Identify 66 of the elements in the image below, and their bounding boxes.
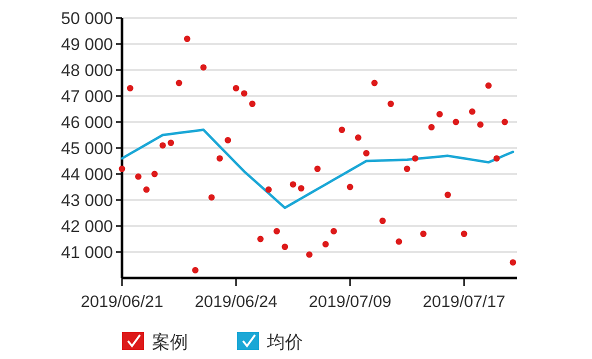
y-tick-label: 48 000 — [61, 61, 113, 80]
point — [200, 64, 207, 71]
point — [485, 82, 492, 89]
point — [298, 185, 304, 192]
point — [184, 36, 190, 42]
line-series — [120, 128, 514, 210]
point — [208, 194, 215, 201]
point — [371, 80, 378, 86]
point — [420, 230, 427, 237]
point — [338, 126, 346, 133]
point — [168, 140, 174, 146]
point — [282, 244, 288, 250]
point — [428, 124, 435, 130]
point — [330, 228, 337, 234]
point — [436, 111, 443, 118]
point — [151, 170, 158, 178]
point — [444, 192, 451, 198]
point — [314, 166, 321, 172]
point — [192, 267, 198, 274]
point — [404, 166, 410, 172]
point — [118, 166, 126, 172]
y-tick-label: 45 000 — [61, 139, 113, 158]
point — [232, 85, 240, 92]
point — [306, 251, 313, 258]
y-tick-label: 42 000 — [61, 217, 113, 236]
y-tick-label: 50 000 — [61, 9, 113, 28]
point — [502, 118, 508, 126]
point — [388, 100, 394, 107]
legend-label: 均价 — [266, 332, 303, 352]
y-tick-label: 44 000 — [61, 165, 113, 184]
point — [257, 236, 264, 242]
point — [249, 100, 256, 107]
point — [290, 181, 296, 188]
point — [160, 142, 166, 149]
point — [265, 186, 272, 193]
point — [135, 173, 142, 180]
point — [224, 137, 232, 144]
x-tick-label: 2019/07/17 — [422, 293, 506, 311]
legend-label: 案例 — [152, 332, 188, 352]
point — [412, 155, 418, 162]
y-tick-label: 47 000 — [61, 87, 113, 106]
point — [240, 90, 248, 97]
point — [216, 155, 223, 162]
point — [126, 85, 134, 92]
point — [477, 121, 484, 128]
point — [143, 186, 150, 193]
y-tick-label: 43 000 — [61, 191, 113, 210]
point — [354, 134, 362, 141]
y-tick-label: 49 000 — [61, 35, 113, 54]
x-tick-label: 2019/07/09 — [308, 293, 392, 311]
point — [460, 230, 468, 237]
point — [346, 184, 354, 190]
point — [493, 155, 500, 162]
point — [363, 150, 370, 156]
x-tick-label: 2019/06/21 — [80, 293, 164, 311]
point — [379, 218, 386, 224]
y-tick-label: 46 000 — [61, 113, 113, 132]
point — [510, 259, 516, 266]
point — [322, 241, 329, 248]
y-tick-label: 41 000 — [61, 243, 113, 262]
point — [176, 80, 182, 86]
point — [469, 108, 476, 115]
point — [274, 228, 280, 234]
x-tick-label: 2019/06/24 — [194, 293, 278, 311]
point — [452, 118, 460, 126]
point — [396, 238, 402, 245]
